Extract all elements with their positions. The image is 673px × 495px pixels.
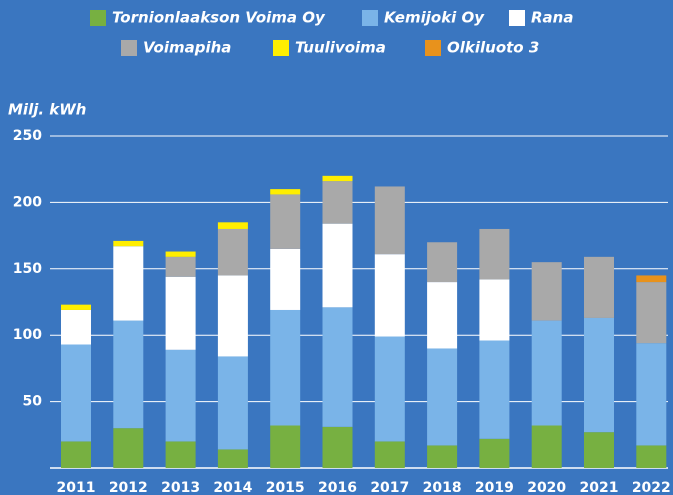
- bar-segment: [479, 438, 510, 468]
- x-tick-label: 2021: [580, 480, 619, 495]
- legend-label: Olkiluoto 3: [447, 39, 539, 57]
- bar-segment: [217, 356, 248, 450]
- bar-segment: [113, 428, 144, 468]
- x-tick-label: 2013: [161, 480, 200, 495]
- x-tick-label: 2015: [266, 480, 305, 495]
- x-tick-label: 2020: [527, 480, 566, 495]
- bar-segment: [427, 282, 458, 349]
- bar-segment: [531, 425, 562, 468]
- bar-segment: [113, 320, 144, 429]
- legend-swatch: [90, 10, 106, 26]
- y-axis-label: Milj. kWh: [8, 101, 86, 119]
- bar-segment: [217, 222, 248, 229]
- bar-segment: [374, 441, 405, 468]
- bar-segment: [165, 441, 196, 468]
- bar-segment: [165, 256, 196, 277]
- bar-segment: [479, 228, 510, 280]
- bar-segment: [113, 240, 144, 247]
- bar-segment: [217, 228, 248, 276]
- legend-swatch: [121, 40, 137, 56]
- x-tick-label: 2014: [213, 480, 252, 495]
- bar-segment: [61, 309, 91, 345]
- bar-segment: [165, 276, 196, 350]
- bar-segment: [374, 254, 405, 337]
- bar-segment: [61, 344, 91, 442]
- bar-segment: [636, 445, 667, 468]
- bar-segment: [584, 317, 614, 433]
- y-tick-label: 200: [13, 194, 42, 210]
- y-tick-label: 150: [13, 261, 42, 277]
- legend-swatch: [273, 40, 289, 56]
- bar-segment: [217, 449, 248, 468]
- legend-label: Tuulivoima: [295, 39, 386, 57]
- bar-segment: [427, 445, 458, 468]
- y-tick-label: 50: [23, 394, 43, 410]
- bar-segment: [113, 246, 144, 321]
- bar-segment: [479, 340, 510, 439]
- bar-segment: [270, 189, 301, 195]
- bar-segment: [61, 304, 91, 310]
- bar-segment: [322, 175, 353, 182]
- bar-segment: [374, 186, 405, 255]
- bar-segment: [322, 181, 353, 224]
- bar-segment: [322, 426, 353, 468]
- bar-segment: [322, 223, 353, 308]
- x-tick-label: 2017: [370, 480, 409, 495]
- legend-label: Rana: [531, 9, 573, 27]
- legend-swatch: [425, 40, 441, 56]
- x-tick-label: 2018: [423, 480, 462, 495]
- bar-segment: [531, 320, 562, 426]
- bar-segment: [531, 262, 562, 321]
- bar-segment: [322, 307, 353, 427]
- x-tick-label: 2022: [632, 480, 671, 495]
- x-tick-label: 2012: [109, 480, 148, 495]
- bar-segment: [270, 194, 301, 249]
- x-tick-label: 2011: [57, 480, 96, 495]
- bar-segment: [217, 275, 248, 357]
- bar-segment: [636, 275, 667, 283]
- legend-label: Voimapiha: [143, 39, 231, 57]
- bar-segment: [61, 441, 91, 468]
- bar-segment: [584, 432, 614, 468]
- bar-segment: [270, 309, 301, 426]
- legend-swatch: [362, 10, 378, 26]
- bar-segment: [636, 282, 667, 344]
- y-tick-label: 100: [13, 327, 42, 343]
- x-tick-label: 2016: [318, 480, 357, 495]
- bar-segment: [374, 336, 405, 442]
- legend-label: Tornionlaakson Voima Oy: [112, 9, 326, 27]
- bar-segment: [270, 248, 301, 310]
- bar-segment: [584, 256, 614, 318]
- legend-swatch: [509, 10, 525, 26]
- bar-segment: [427, 348, 458, 446]
- bar-segment: [479, 279, 510, 341]
- y-tick-label: 250: [13, 128, 42, 144]
- bar-segment: [270, 425, 301, 468]
- bar-segment: [636, 343, 667, 446]
- x-tick-label: 2019: [475, 480, 514, 495]
- bar-segment: [427, 242, 458, 283]
- legend-label: Kemijoki Oy: [384, 9, 485, 27]
- bar-segment: [165, 251, 196, 257]
- bar-segment: [165, 349, 196, 442]
